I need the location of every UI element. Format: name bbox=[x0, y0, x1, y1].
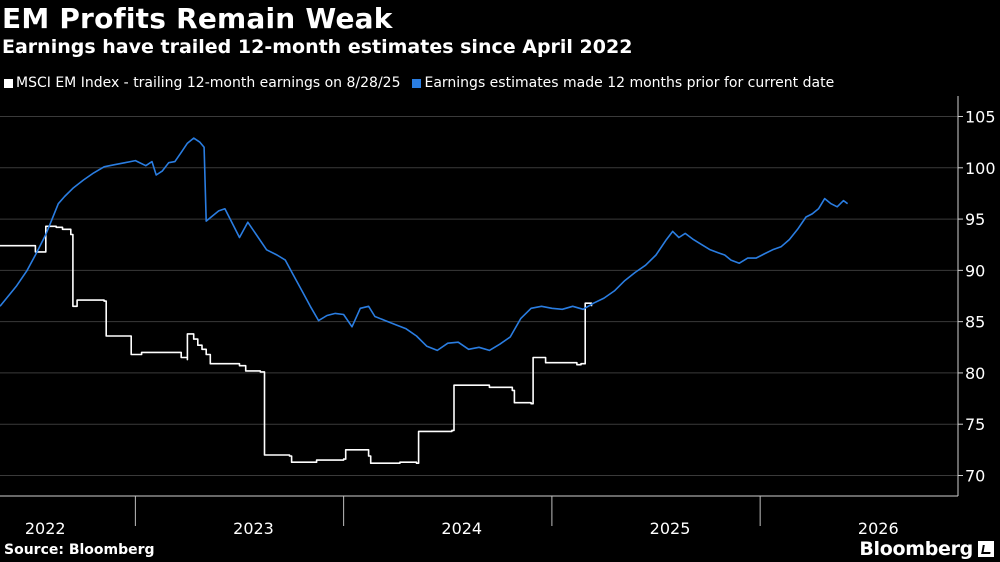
chart-logo-icon bbox=[978, 541, 994, 557]
x-tick-label: 2024 bbox=[441, 519, 482, 538]
y-tick-label: 75 bbox=[965, 415, 985, 434]
legend-swatch-estimate bbox=[412, 78, 422, 88]
line-chart: 70 75 80 85 90 95 100 105 2022 2023 2024 2025 2026 bbox=[0, 96, 996, 538]
y-tick-label: 70 bbox=[965, 466, 985, 485]
legend-swatch-actual bbox=[4, 78, 13, 88]
y-tick-label: 80 bbox=[965, 364, 985, 383]
chart-title: EM Profits Remain Weak bbox=[2, 2, 393, 35]
y-tick-label: 90 bbox=[965, 261, 985, 280]
legend-label-actual: MSCI EM Index - trailing 12-month earnin… bbox=[16, 75, 401, 91]
x-tick-label: 2026 bbox=[858, 519, 899, 538]
legend-item-actual: MSCI EM Index - trailing 12-month earnin… bbox=[4, 75, 400, 91]
bloomberg-logo: Bloomberg bbox=[859, 538, 994, 560]
y-tick-label: 95 bbox=[965, 210, 985, 229]
source-note: Source: Bloomberg bbox=[4, 542, 155, 558]
y-tick-label: 85 bbox=[965, 313, 985, 332]
legend-item-estimate: Earnings estimates made 12 months prior … bbox=[412, 75, 834, 91]
brand-name: Bloomberg bbox=[859, 538, 973, 560]
legend-label-estimate: Earnings estimates made 12 months prior … bbox=[424, 75, 835, 91]
x-tick-label: 2025 bbox=[650, 519, 691, 538]
chart-subtitle: Earnings have trailed 12-month estimates… bbox=[2, 36, 633, 58]
legend: MSCI EM Index - trailing 12-month earnin… bbox=[4, 75, 840, 91]
x-tick-label: 2022 bbox=[25, 519, 66, 538]
y-tick-label: 100 bbox=[965, 159, 996, 178]
series-line-actual-earnings bbox=[0, 225, 593, 464]
series-line-estimates bbox=[0, 137, 849, 352]
y-tick-label: 105 bbox=[965, 108, 996, 127]
x-tick-label: 2023 bbox=[233, 519, 274, 538]
